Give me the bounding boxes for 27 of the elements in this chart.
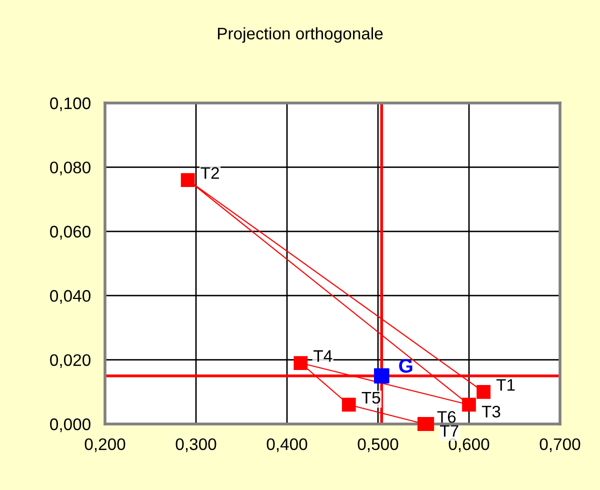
y-tick-label: 0,100	[50, 97, 90, 112]
x-tick-label: 0,400	[266, 438, 308, 452]
y-tick-label: 0,060	[50, 226, 90, 240]
x-tick-label: 0,700	[540, 438, 580, 452]
annotation: T3	[482, 406, 500, 418]
y-tick-label: 0,080	[50, 162, 90, 176]
point	[476, 384, 491, 399]
x-tick-label: 0,500	[358, 438, 398, 452]
y-tick-label: 0,020	[50, 354, 90, 368]
annotation: T7	[440, 425, 458, 437]
x-tick-label: 0,300	[176, 438, 216, 452]
annotation: T4	[314, 350, 332, 362]
annotation: T5	[362, 392, 380, 404]
point	[462, 398, 476, 412]
annotation: T1	[496, 379, 515, 391]
annotation: T6	[437, 411, 456, 423]
x-tick-label: 0,600	[448, 438, 490, 452]
y-tick-label: 0,040	[50, 290, 90, 304]
point	[294, 356, 308, 370]
point	[342, 398, 356, 412]
point	[374, 368, 390, 384]
chart-title: Projection orthogonale	[218, 27, 383, 43]
annotation: T2	[200, 167, 219, 179]
x-tick-label: 0,200	[84, 438, 126, 452]
series-label: G	[399, 358, 412, 373]
y-tick-label: 0,000	[50, 418, 90, 432]
point	[180, 173, 195, 187]
